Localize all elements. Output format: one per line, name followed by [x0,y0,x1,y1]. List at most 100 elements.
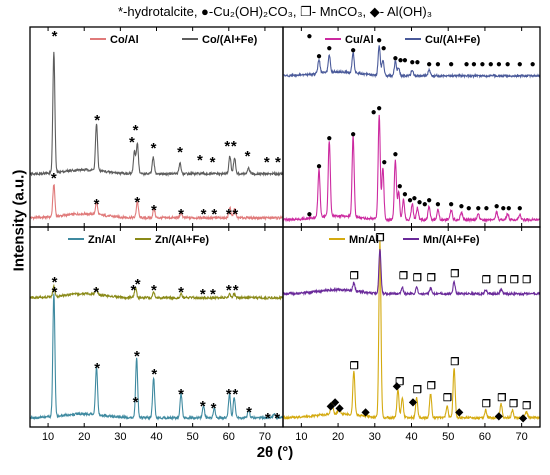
phase-marker: * [224,138,230,155]
phase-marker: ◆ [518,413,527,424]
phase-marker: * [264,154,270,171]
panel-top-left: Co/Al Co/(Al+Fe)** * * * * * * ****** * * ** ** * * [29,26,284,228]
phase-marker: ◆ [494,411,503,422]
phase-marker: ❐ [413,273,422,284]
phase-marker: ● [530,59,536,70]
phase-marker: * [210,154,216,171]
phase-marker: ● [500,203,506,214]
phase-marker: * [52,28,58,45]
phase-marker: ❐ [497,393,506,404]
phase-marker: * [231,138,237,155]
phase-symbol-legend: *-hydrotalcite, ●-Cu₂(OH)₂CO₃, ❐- MnCO₃,… [117,4,433,19]
phase-marker: * [246,404,252,421]
phase-marker: ❐ [350,361,359,372]
phase-marker: * [233,282,239,299]
legend-label: Mn/Al [349,234,379,246]
phase-marker: * [177,144,183,161]
series-line-Zn/(Al+Fe) [30,283,283,301]
phase-marker: * [178,386,184,403]
phase-marker: ❐ [482,399,491,410]
x-tick-label: 70 [259,431,271,443]
phase-marker: ● [350,45,356,56]
phase-marker: * [52,284,58,301]
phase-marker: ❐ [375,233,384,244]
phase-marker: ● [316,161,322,172]
legend-label: Zn/(Al+Fe) [155,234,209,246]
phase-marker: ❐ [350,271,359,282]
phase-marker: ◆ [454,407,463,418]
phase-marker: ❐ [443,393,452,404]
phase-marker: ❐ [509,399,518,410]
phase-marker: * [275,154,281,171]
phase-marker: ● [397,55,403,66]
phase-marker: ● [392,53,398,64]
phase-marker: ❐ [482,275,491,286]
phase-marker: ❐ [413,385,422,396]
phase-marker: * [51,170,57,187]
series-line-Mn/(Al+Fe) [283,249,540,297]
phase-marker: * [274,410,280,427]
phase-marker: * [210,286,216,303]
phase-marker: ◆ [330,397,339,408]
phase-marker: * [151,140,157,157]
phase-marker: ● [402,189,408,200]
phase-marker: ◆ [392,381,401,392]
phase-marker: * [93,284,99,301]
phase-marker: * [211,400,217,417]
phase-marker: * [135,276,141,293]
phase-marker: ● [407,195,413,206]
phase-marker: ◆ [335,403,344,414]
phase-marker: ● [435,59,441,70]
x-tick-label: 40 [405,431,417,443]
phase-marker: ● [475,203,481,214]
series-line-Cu/(Al+Fe) [283,45,540,80]
phase-marker: * [130,282,136,299]
phase-marker: ● [471,59,477,70]
panel-frame [29,26,284,228]
phase-marker: * [226,282,232,299]
panel-frame [29,226,284,428]
phase-marker: ● [426,59,432,70]
phase-marker: ❐ [522,401,531,412]
phase-marker: ● [376,35,382,46]
phase-marker: * [94,112,100,129]
phase-marker: * [94,196,100,213]
legend-label: Cu/Al [345,34,374,46]
series-line-Cu/Al [283,114,540,223]
phase-marker: ● [517,203,523,214]
phase-marker: ● [448,199,454,210]
x-tick-label: 50 [187,431,199,443]
phase-marker: * [134,348,140,365]
phase-marker: ❐ [427,273,436,284]
phase-marker: ● [417,197,423,208]
phase-marker: ● [411,193,417,204]
phase-marker: * [94,360,100,377]
phase-marker: ● [306,31,312,42]
phase-marker: * [133,122,139,139]
phase-marker: * [232,206,238,223]
phase-marker: ❐ [399,271,408,282]
phase-marker: ❐ [510,275,519,286]
phase-marker: * [245,148,251,165]
phase-marker: ● [326,133,332,144]
phase-marker: ● [448,59,454,70]
x-tick-label: 60 [223,431,235,443]
phase-marker: * [52,274,58,291]
x-tick-label: 30 [114,431,126,443]
phase-marker: * [197,152,203,169]
phase-marker: ● [350,129,356,140]
phase-marker: * [151,366,157,383]
phase-marker: * [201,206,207,223]
series-line-Zn/Al [30,293,283,421]
legend-label: Zn/Al [88,234,116,246]
legend-label: Cu/(Al+Fe) [425,34,481,46]
legend-label: Co/Al [110,34,139,46]
phase-marker: ● [392,149,398,160]
phase-marker: ● [488,59,494,70]
phase-marker: ● [381,157,387,168]
phase-marker: ● [397,181,403,192]
phase-marker: ❐ [497,275,506,286]
phase-marker: ● [402,55,408,66]
panel-bottom-right: Mn/Al Mn/(Al+Fe)❐❐❐ ❐ ❐ ❐❐ ❐ ❐ ❐❐❐❐ ❐❐❐❐❐❐ ❐◆◆◆ ◆◆… [282,226,541,443]
